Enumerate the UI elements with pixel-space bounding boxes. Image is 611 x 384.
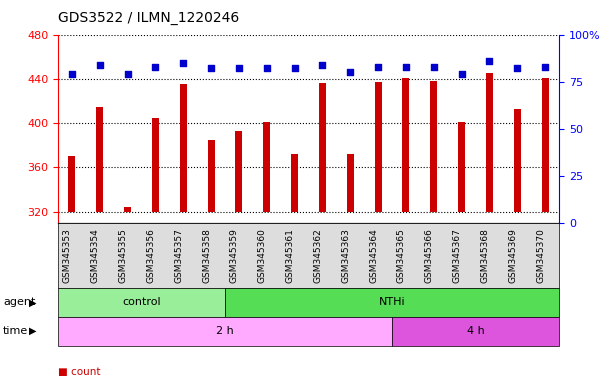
Point <box>262 65 272 71</box>
Bar <box>291 154 298 212</box>
Text: ▶: ▶ <box>29 297 37 308</box>
Bar <box>542 78 549 212</box>
Text: 4 h: 4 h <box>467 326 485 336</box>
Text: GSM345364: GSM345364 <box>369 228 378 283</box>
Text: GSM345363: GSM345363 <box>342 228 350 283</box>
Bar <box>208 140 214 212</box>
Point <box>401 63 411 70</box>
Bar <box>68 156 75 212</box>
Bar <box>375 82 382 212</box>
Bar <box>430 81 437 212</box>
Text: GSM345360: GSM345360 <box>258 228 267 283</box>
Text: ■ count: ■ count <box>58 367 101 377</box>
Bar <box>263 122 270 212</box>
Text: GSM345366: GSM345366 <box>425 228 434 283</box>
Point <box>95 61 104 68</box>
Text: GSM345357: GSM345357 <box>174 228 183 283</box>
Text: GSM345361: GSM345361 <box>285 228 295 283</box>
Text: GSM345354: GSM345354 <box>91 228 100 283</box>
Point <box>429 63 439 70</box>
Bar <box>486 73 493 212</box>
Text: GSM345368: GSM345368 <box>480 228 489 283</box>
Bar <box>124 207 131 212</box>
Point <box>318 61 327 68</box>
Point <box>234 65 244 71</box>
Bar <box>152 118 159 212</box>
Point <box>207 65 216 71</box>
Bar <box>97 106 103 212</box>
Text: GSM345367: GSM345367 <box>453 228 462 283</box>
Text: GSM345370: GSM345370 <box>536 228 545 283</box>
Point <box>123 71 133 77</box>
Bar <box>180 84 187 212</box>
Bar <box>347 154 354 212</box>
Text: GSM345358: GSM345358 <box>202 228 211 283</box>
Bar <box>235 131 243 212</box>
Point <box>485 58 494 64</box>
Text: GSM345362: GSM345362 <box>313 228 323 283</box>
Point <box>150 63 160 70</box>
Text: control: control <box>122 297 161 308</box>
Point <box>457 71 467 77</box>
Text: NTHi: NTHi <box>379 297 405 308</box>
Point <box>290 65 299 71</box>
Point <box>540 63 550 70</box>
Text: 2 h: 2 h <box>216 326 234 336</box>
Point <box>513 65 522 71</box>
Text: GSM345365: GSM345365 <box>397 228 406 283</box>
Bar <box>458 122 465 212</box>
Point <box>373 63 383 70</box>
Point <box>178 60 188 66</box>
Text: GSM345355: GSM345355 <box>119 228 128 283</box>
Text: GDS3522 / ILMN_1220246: GDS3522 / ILMN_1220246 <box>58 11 240 25</box>
Point <box>345 69 355 75</box>
Text: GSM345359: GSM345359 <box>230 228 239 283</box>
Bar <box>514 109 521 212</box>
Bar <box>403 78 409 212</box>
Point <box>67 71 77 77</box>
Text: agent: agent <box>3 297 35 308</box>
Text: GSM345356: GSM345356 <box>147 228 155 283</box>
Text: time: time <box>3 326 28 336</box>
Text: ▶: ▶ <box>29 326 37 336</box>
Bar <box>319 83 326 212</box>
Text: GSM345369: GSM345369 <box>508 228 518 283</box>
Text: GSM345353: GSM345353 <box>63 228 72 283</box>
